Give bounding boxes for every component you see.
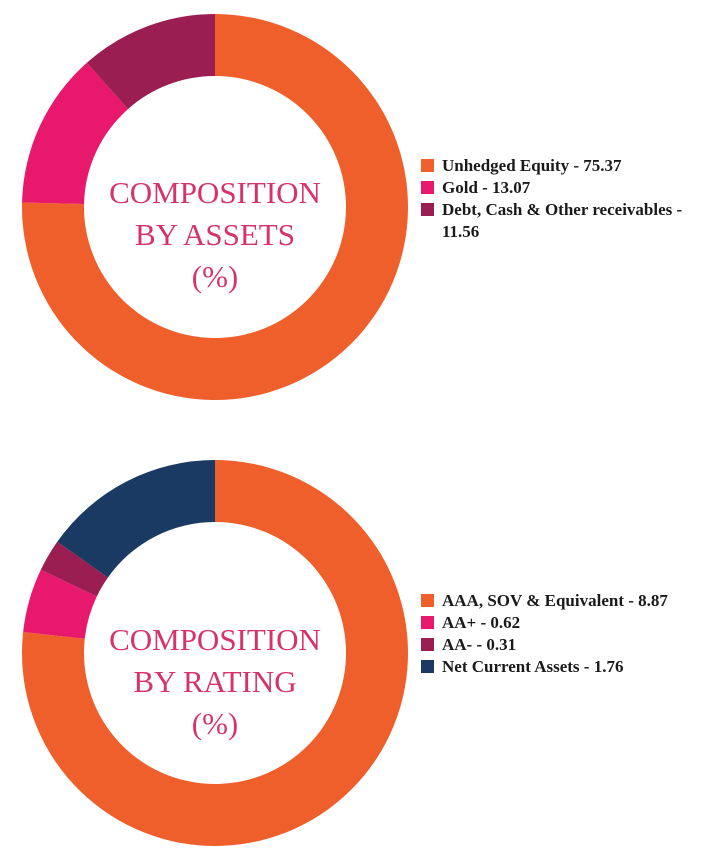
rating-legend: AAA, SOV & Equivalent - 8.87 AA+ - 0.62 … (421, 590, 717, 678)
assets-center-line-1: COMPOSITION (109, 175, 321, 210)
legend-label: AA+ - 0.62 (442, 613, 521, 632)
legend-swatch (421, 159, 434, 172)
assets-center-title: COMPOSITION BY ASSETS (%) (55, 172, 375, 298)
legend-swatch (421, 638, 434, 651)
assets-donut (22, 14, 408, 400)
legend-item: Debt, Cash & Other receivables - 11.56 (421, 199, 717, 243)
assets-center-line-3: (%) (191, 259, 239, 294)
donut-slice (57, 460, 216, 578)
composition-by-rating-chart: COMPOSITION BY RATING (%) AAA, SOV & Equ… (0, 440, 723, 856)
legend-item: Net Current Assets - 1.76 (421, 656, 717, 678)
legend-swatch (421, 181, 434, 194)
rating-donut (22, 460, 409, 847)
assets-legend: Unhedged Equity - 75.37 Gold - 13.07 Deb… (421, 155, 717, 243)
composition-by-assets-chart: COMPOSITION BY ASSETS (%) Unhedged Equit… (0, 0, 723, 420)
legend-item: AAA, SOV & Equivalent - 8.87 (421, 590, 717, 612)
donut-slice (22, 460, 409, 847)
legend-label: Net Current Assets - 1.76 (442, 657, 624, 676)
donut-slice (22, 14, 408, 400)
legend-item: Unhedged Equity - 75.37 (421, 155, 717, 177)
legend-label: AA- - 0.31 (442, 635, 517, 654)
legend-item: AA- - 0.31 (421, 634, 717, 656)
rating-center-line-1: COMPOSITION (109, 622, 321, 657)
donut-slice (40, 541, 108, 597)
legend-label: Gold - 13.07 (442, 178, 531, 197)
rating-center-line-3: (%) (191, 706, 239, 741)
donut-slice (86, 14, 215, 110)
rating-center-line-2: BY RATING (133, 664, 297, 699)
legend-swatch (421, 203, 434, 216)
legend-swatch (421, 616, 434, 629)
donut-slice (23, 569, 97, 639)
legend-swatch (421, 594, 434, 607)
legend-item: AA+ - 0.62 (421, 612, 717, 634)
donut-slice (22, 62, 128, 204)
assets-center-line-2: BY ASSETS (135, 217, 295, 252)
legend-swatch (421, 660, 434, 673)
legend-label: AAA, SOV & Equivalent - 8.87 (442, 591, 668, 610)
legend-label: Unhedged Equity - 75.37 (442, 156, 622, 175)
legend-label: Debt, Cash & Other receivables - 11.56 (442, 200, 683, 241)
legend-item: Gold - 13.07 (421, 177, 717, 199)
rating-center-title: COMPOSITION BY RATING (%) (55, 619, 375, 745)
